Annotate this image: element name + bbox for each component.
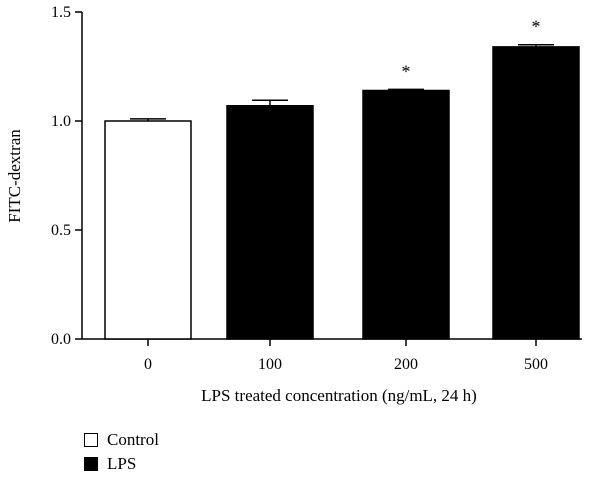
x-tick-label: 100 xyxy=(258,356,282,373)
y-tick-label: 1.0 xyxy=(51,113,71,130)
x-axis-label: LPS treated concentration (ng/mL, 24 h) xyxy=(201,386,477,405)
y-tick-label: 1.5 xyxy=(51,4,71,21)
x-tick-label: 200 xyxy=(394,356,418,373)
bar xyxy=(104,120,192,340)
x-tick-label: 500 xyxy=(524,356,548,373)
x-axis: 0 100 200 500 xyxy=(82,338,582,373)
legend: Control LPS xyxy=(84,428,159,476)
legend-label-lps: LPS xyxy=(107,454,137,473)
legend-item-control: Control xyxy=(84,428,159,452)
lps-swatch xyxy=(84,457,98,471)
bars: ** xyxy=(104,17,580,340)
y-tick-label: 0.5 xyxy=(51,222,71,239)
y-axis: 0.0 0.5 1.0 1.5 xyxy=(51,4,83,348)
bar xyxy=(492,46,580,340)
bar xyxy=(362,89,450,340)
x-tick-label: 0 xyxy=(144,356,152,373)
legend-item-lps: LPS xyxy=(84,452,159,476)
bar xyxy=(226,104,314,340)
y-axis-label: FITC-dextran xyxy=(5,129,24,223)
legend-label-control: Control xyxy=(107,430,159,449)
significance-marker: * xyxy=(402,61,411,81)
significance-marker: * xyxy=(532,17,541,37)
control-swatch xyxy=(84,433,98,447)
y-tick-label: 0.0 xyxy=(51,331,71,348)
